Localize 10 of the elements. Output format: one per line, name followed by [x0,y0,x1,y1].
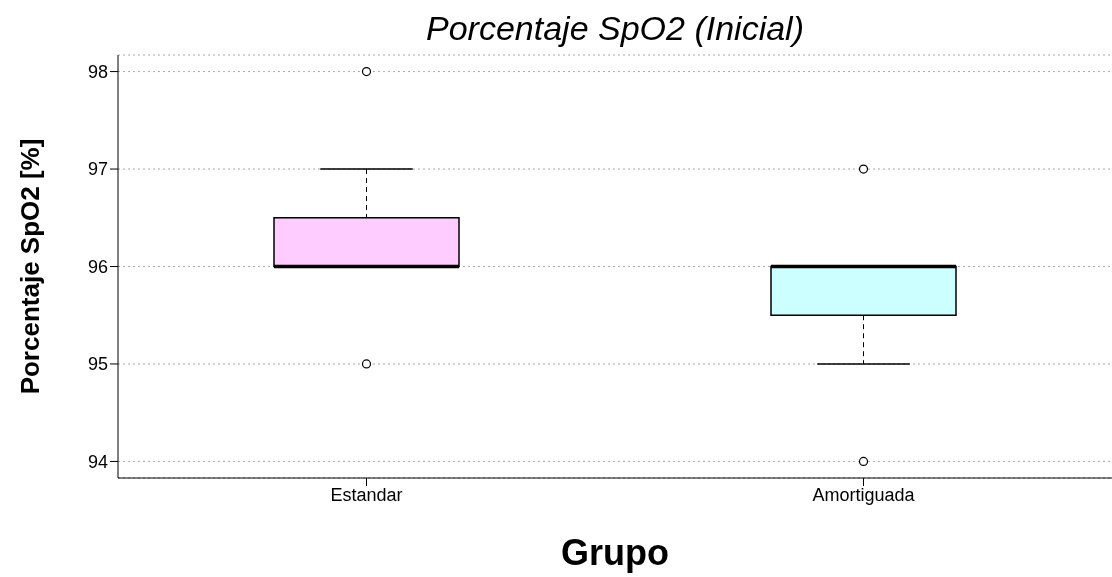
y-tick-label: 98 [87,61,108,82]
y-tick-label: 96 [87,256,108,277]
y-tick-label: 94 [87,451,108,472]
y-tick-label: 95 [87,354,108,375]
x-axis-title: Grupo [561,532,669,573]
x-tick-label: Amortiguada [812,484,916,505]
x-tick-label: Estandar [330,484,403,505]
chart-title: Porcentaje SpO2 (Inicial) [425,8,805,48]
y-axis-title: Porcentaje SpO2 [%] [15,138,46,395]
y-tick-label: 97 [87,159,108,180]
